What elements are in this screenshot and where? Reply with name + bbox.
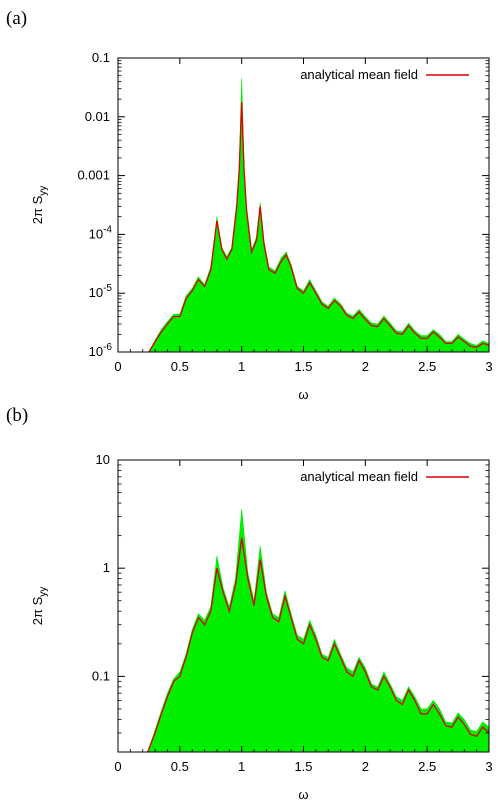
x-tick-label: 1.5 <box>294 359 312 374</box>
y-axis-label: 2π Syy <box>30 587 49 625</box>
panel-label-a: (a) <box>6 8 28 29</box>
x-tick-label: 2 <box>362 359 369 374</box>
x-tick-label: 0 <box>114 359 121 374</box>
y-axis-label: 2π Syy <box>30 186 49 224</box>
x-axis-label: ω <box>298 787 308 802</box>
y-tick-label: 0.001 <box>77 168 110 183</box>
x-tick-label: 3 <box>485 759 492 774</box>
x-tick-label: 0.5 <box>171 759 189 774</box>
panel-label-b: (b) <box>6 405 29 426</box>
x-tick-label: 2.5 <box>418 359 436 374</box>
x-axis-label: ω <box>298 387 308 402</box>
x-tick-label: 1 <box>238 359 245 374</box>
simulation-area <box>147 509 490 753</box>
y-tick-label: 10-4 <box>89 224 113 241</box>
analytical-line <box>147 537 490 753</box>
x-tick-label: 3 <box>485 359 492 374</box>
x-tick-label: 2 <box>362 759 369 774</box>
y-tick-label: 10-5 <box>89 283 113 300</box>
x-tick-label: 2.5 <box>418 759 436 774</box>
simulation-area <box>148 78 490 353</box>
legend-label: analytical mean field <box>300 67 418 82</box>
x-tick-label: 1.5 <box>294 759 312 774</box>
y-tick-label: 0.1 <box>92 50 110 65</box>
x-tick-label: 0.5 <box>171 359 189 374</box>
chart-a: 0 0.5 1 1.5 2 2.5 3 0.1 0.01 0.001 10-4 10-5 10-6 ω 2π… <box>30 50 493 402</box>
x-tick-label: 0 <box>114 759 121 774</box>
analytical-line <box>148 101 490 353</box>
chart-b: 0 0.5 1 1.5 2 2.5 3 10 1 0.1 ω 2π Syy analytical mea… <box>30 452 493 802</box>
y-tick-label: 10-6 <box>89 342 113 359</box>
y-tick-label: 1 <box>103 560 110 575</box>
y-tick-label: 0.01 <box>85 109 110 124</box>
y-tick-label: 0.1 <box>92 668 110 683</box>
y-tick-label: 10 <box>96 452 110 467</box>
x-tick-label: 1 <box>238 759 245 774</box>
legend-label: analytical mean field <box>300 469 418 484</box>
